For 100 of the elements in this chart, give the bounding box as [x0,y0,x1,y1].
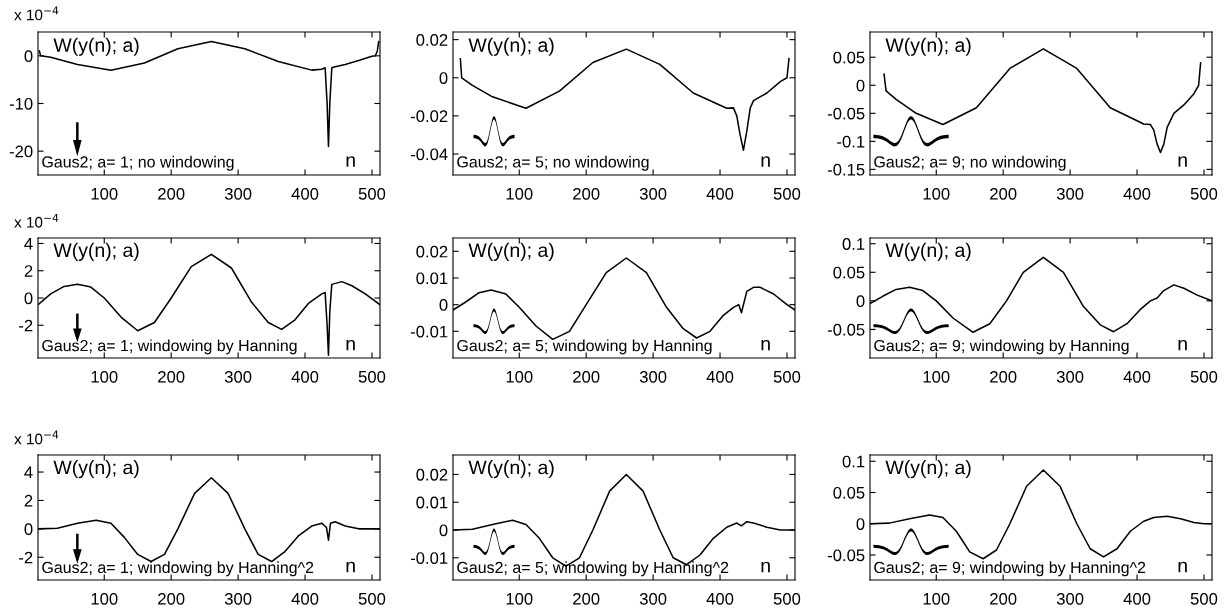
annotation: Gaus2; a= 5; windowing by Hanning^2 [457,561,729,577]
x-tick-label: 100 [923,592,950,605]
annotation: W(y(n); a) [468,37,554,56]
annotation: Gaus2; a= 5; windowing by Hanning [457,339,712,355]
annotation: W(y(n); a) [885,460,971,479]
annotation: Gaus2; a= 9; windowing by Hanning [874,339,1129,355]
x-tick-label: 100 [923,370,950,383]
x-tick-label: 200 [158,592,185,605]
annotation: n [1178,339,1187,351]
y-tick-label: 0 [24,292,33,305]
annotation: W(y(n); a) [885,242,971,261]
x-tick-label: 400 [706,187,734,200]
y-tick-label: -20 [9,145,33,158]
y-tick-label: -2 [19,319,33,332]
annotation: W(y(n); a) [468,242,554,261]
y-tick-label: -0.05 [827,549,865,562]
x-tick-label: 300 [224,370,252,383]
annotation: Gaus2; a= 1; no windowing [42,155,234,171]
annotation: Gaus2; a= 1; windowing by Hanning [42,339,297,355]
x-tick-label: 100 [506,187,533,200]
y-tick-label: 2 [24,494,33,507]
x-tick-label: 500 [358,592,386,605]
annotation: n [1178,156,1187,167]
y-tick-label: 0.05 [833,486,865,499]
x-tick-label: 200 [158,187,185,200]
annotation: Gaus2; a= 1; windowing by Hanning^2 [42,561,314,577]
y-tick-label: -0.05 [827,107,865,120]
x-tick-label: 500 [358,370,386,383]
x-tick-label: 400 [291,592,319,605]
x-tick-label: 400 [1123,592,1151,605]
x-tick-label: 500 [773,370,801,383]
x-tick-label: 300 [639,370,667,383]
y-tick-label: 0 [856,295,865,308]
annotation: Gaus2; a= 9; windowing by Hanning^2 [874,561,1146,577]
y-tick-label: 0 [856,518,865,530]
x-tick-label: 500 [358,187,386,200]
y-tick-label: 2 [24,265,33,277]
annotation: n [1178,561,1187,573]
annotation: n [346,339,355,351]
x-tick-label: 100 [91,592,118,605]
x-tick-label: 200 [573,370,600,383]
annotation: W(y(n); a) [885,37,971,56]
y-tick-label: -0.01 [410,325,448,338]
x-tick-label: 300 [1056,592,1084,605]
annotation: Gaus2; a= 5; no windowing [457,155,649,171]
y-tick-label: 0 [24,50,33,63]
y-tick-label: 0.02 [416,34,448,46]
x-tick-label: 300 [1056,187,1084,200]
annotation: n [346,561,355,573]
y-tick-label: -0.04 [410,148,448,161]
y-tick-label: -10 [9,97,33,110]
y-tick-label: 4 [24,238,33,250]
x-tick-label: 500 [773,592,801,605]
y-tick-label: -0.05 [827,323,865,336]
y-tick-label: 0 [439,72,448,84]
x-tick-label: 200 [573,592,600,605]
annotation: n [761,561,770,573]
annotation: n [761,339,770,351]
y-tick-label: 0 [856,79,865,92]
x-tick-label: 500 [1190,592,1218,605]
x-tick-label: 300 [639,187,667,200]
y-tick-label: 0.05 [833,266,865,279]
y-tick-label: -0.01 [410,552,448,564]
y-tick-label: 0.01 [416,496,448,509]
x-tick-label: 100 [91,370,118,383]
y-tick-label: 0.02 [416,468,448,481]
y-tick-label: -0.1 [837,135,865,148]
y-tick-label: 0.05 [833,51,865,64]
x-tick-label: 200 [990,370,1017,383]
x-tick-label: 400 [291,187,319,200]
x-tick-label: 300 [639,592,667,605]
x-tick-label: 500 [1190,187,1218,200]
y-tick-label: 0.1 [842,455,865,468]
x-tick-label: 100 [923,187,950,200]
x-tick-label: 300 [224,592,252,605]
x-tick-label: 100 [506,592,533,605]
annotation: Gaus2; a= 9; no windowing [874,155,1066,171]
y-tick-label: 0 [439,524,448,537]
x-tick-label: 500 [1190,370,1218,383]
y-tick-label: 4 [24,466,33,479]
x-tick-label: 200 [990,187,1017,200]
y-tick-label: 0.02 [416,245,448,258]
y-tick-label: -0.02 [410,110,448,123]
y-tick-label: -0.15 [827,163,865,176]
y-tick-label: 0 [439,299,448,311]
x-tick-label: 100 [91,187,118,200]
annotation: W(y(n); a) [53,37,139,56]
x-tick-label: 400 [1123,187,1151,200]
y-tick-label: -2 [19,551,33,564]
text: x 10$^{−4}$ [14,430,59,445]
y-tick-label: 0.1 [842,238,865,250]
y-tick-label: 0 [24,523,33,536]
x-tick-label: 300 [224,187,252,200]
text: x 10$^{−4}$ [14,6,59,21]
x-tick-label: 200 [573,187,600,200]
annotation: W(y(n); a) [468,460,554,479]
x-tick-label: 100 [506,370,533,383]
x-tick-label: 400 [291,370,319,383]
y-tick-label: 0.01 [416,272,448,285]
x-tick-label: 400 [706,370,734,383]
